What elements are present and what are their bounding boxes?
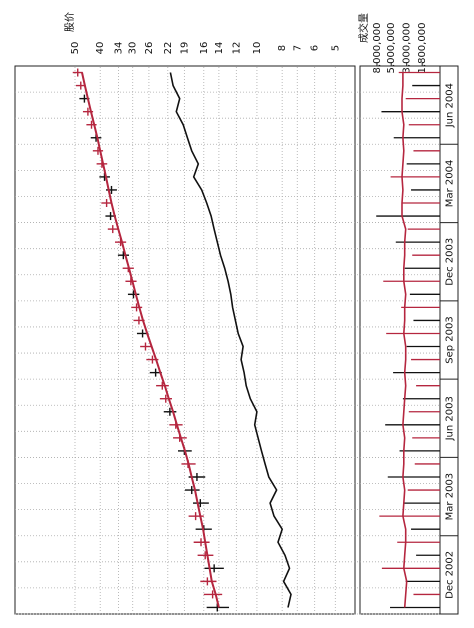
- price-title: 股价: [64, 12, 76, 32]
- x-tick-label: Jun 2004: [445, 83, 456, 128]
- relative-strength-line: [169, 72, 292, 608]
- y-tick-label: 8: [277, 45, 288, 51]
- x-tick-label: Dec 2003: [445, 238, 456, 286]
- y-tick-label: 7: [292, 45, 303, 51]
- y-tick-label: 14: [214, 42, 225, 55]
- y-tick-label: 50: [70, 42, 81, 55]
- volume-title: 成交量: [357, 13, 370, 43]
- x-tick-label: Sep 2003: [445, 316, 456, 363]
- y-tick-label: 30: [128, 42, 139, 55]
- y2-tick-label: 8,000,000: [372, 23, 383, 74]
- x-tick-label: Jun 2003: [445, 396, 456, 441]
- y-tick-label: 12: [231, 42, 242, 55]
- y-tick-label: 5: [330, 45, 341, 51]
- y2-tick-label: 3,000,000: [402, 23, 413, 74]
- y2-tick-label: 1,800,000: [417, 23, 428, 74]
- y-tick-label: 19: [179, 42, 190, 55]
- y-tick-label: 22: [163, 42, 174, 55]
- y-tick-label: 34: [114, 42, 125, 55]
- x-tick-label: Dec 2002: [445, 551, 456, 599]
- moving-average-line: [81, 72, 220, 608]
- y-tick-label: 10: [252, 42, 263, 55]
- x-tick-label: Mar 2004: [445, 160, 456, 208]
- rotated-chart: 股价 成交量 50 40 34 30 26 22 19 16 14 12 10 8 7 6 5 8,000,0…: [14, 12, 459, 615]
- price-frame: [14, 65, 356, 615]
- y-tick-label: 16: [199, 42, 210, 55]
- y-tick-label: 6: [310, 45, 321, 51]
- volume-average-line: [401, 72, 408, 608]
- y-tick-label: 40: [95, 42, 106, 55]
- y2-tick-label: 5,000,000: [386, 23, 397, 74]
- x-tick-label: Mar 2003: [445, 473, 456, 521]
- y-tick-label: 26: [144, 42, 155, 55]
